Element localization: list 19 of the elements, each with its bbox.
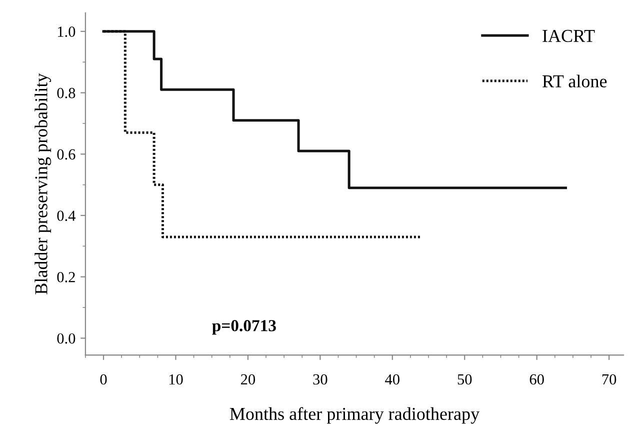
y-tick-label: 0.0 <box>57 333 76 344</box>
legend-label: IACRT <box>542 30 595 42</box>
y-tick-label: 0.2 <box>57 272 75 282</box>
x-tick-label: 40 <box>385 374 400 385</box>
x-tick-label: 30 <box>313 374 328 385</box>
x-tick-label: 60 <box>530 374 544 385</box>
y-tick-label: 1.0 <box>58 26 76 37</box>
x-tick-label: 10 <box>169 374 183 385</box>
x-axis-title: Months after primary radiotherapy <box>230 407 480 424</box>
y-tick-label: 0.4 <box>57 210 76 221</box>
y-tick-label: 0.6 <box>57 149 76 160</box>
y-axis-title: Bladder preserving probability <box>34 73 52 294</box>
y-tick-label: 0.8 <box>57 88 76 98</box>
legend-label: RT alone <box>542 74 607 88</box>
x-tick-label: 0 <box>100 374 107 385</box>
x-tick-label: 50 <box>458 374 472 385</box>
x-tick-label: 70 <box>602 374 616 385</box>
x-tick-label: 20 <box>240 374 256 385</box>
annotation: p=0.0713 <box>212 320 276 335</box>
